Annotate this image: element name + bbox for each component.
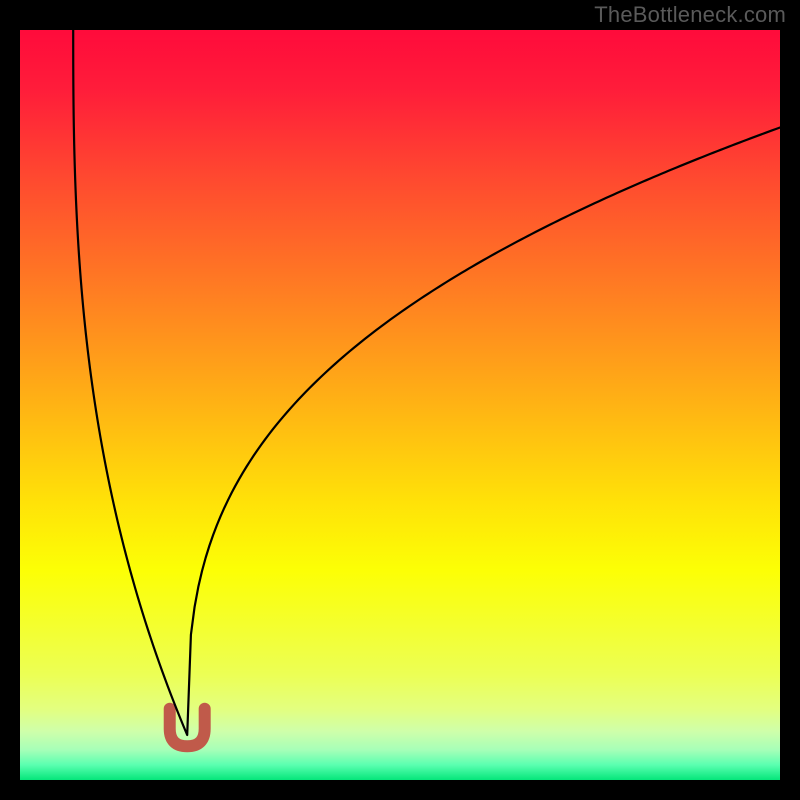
bottleneck-chart	[0, 0, 800, 800]
plot-background	[20, 30, 780, 780]
watermark-text: TheBottleneck.com	[594, 2, 786, 28]
